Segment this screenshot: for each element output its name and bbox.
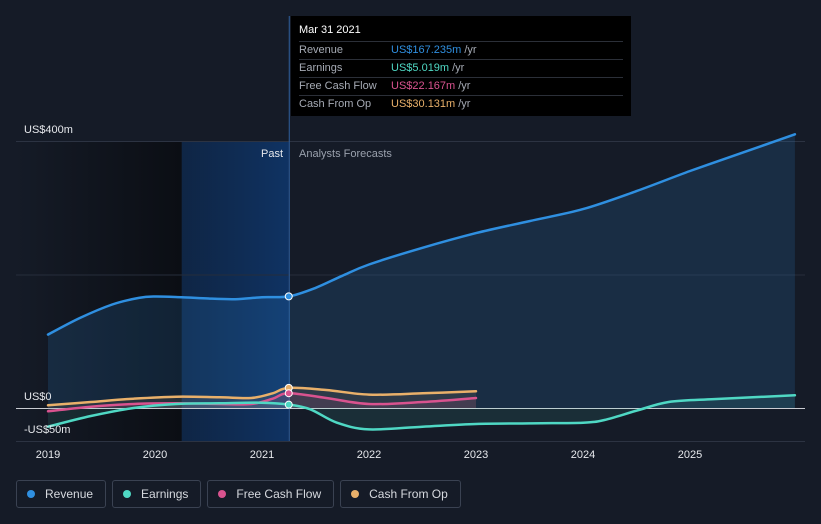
legend-label: Free Cash Flow [236, 487, 322, 501]
legend-label: Cash From Op [369, 487, 448, 501]
legend-dot-icon [218, 490, 227, 498]
legend-dot-icon [123, 490, 132, 498]
tooltip-value: US$22.167m [391, 80, 456, 92]
legend: Revenue Earnings Free Cash Flow Cash From O… [16, 480, 461, 508]
legend-item-revenue[interactable]: Revenue [16, 480, 107, 508]
legend-item-free-cash-flow[interactable]: Free Cash Flow [207, 480, 335, 508]
tooltip-unit: /yr [452, 62, 465, 74]
y-label-zero: US$0 [24, 391, 52, 403]
tooltip-date: Mar 31 2021 [299, 24, 361, 36]
chart-area: US$400m US$0 -US$50m Past Analysts Forec… [16, 16, 805, 461]
x-tick-2022: 2022 [357, 449, 381, 461]
earnings-line [46, 394, 797, 431]
tooltip-value: US$167.235m [391, 44, 462, 56]
free-cash-flow-marker [284, 389, 293, 398]
legend-dot-icon [351, 490, 360, 498]
revenue-area [48, 134, 795, 409]
y-label-top: US$400m [24, 124, 73, 136]
forecast-label: Analysts Forecasts [299, 148, 392, 160]
past-label: Past [261, 148, 283, 160]
tooltip-unit: /yr [458, 98, 471, 110]
legend-label: Earnings [141, 487, 189, 501]
tooltip-label: Cash From Op [299, 98, 372, 110]
legend-label: Revenue [45, 487, 94, 501]
cash-from-op-line [46, 386, 478, 407]
tooltip-label: Earnings [299, 62, 343, 74]
tooltip-row-cash-from-op: Cash From Op US$30.131m/yr [299, 95, 623, 113]
tooltip: Mar 31 2021 Revenue US$167.235m/yr Earning… [291, 16, 631, 116]
tooltip-label: Revenue [299, 44, 344, 56]
earnings-marker [284, 400, 293, 409]
past-region [16, 141, 182, 441]
tooltip-row-revenue: Revenue US$167.235m/yr [299, 41, 623, 59]
legend-item-cash-from-op[interactable]: Cash From Op [340, 480, 461, 508]
x-tick-2021: 2021 [250, 449, 274, 461]
x-tick-2019: 2019 [36, 449, 60, 461]
x-tick-2023: 2023 [464, 449, 488, 461]
tooltip-unit: /yr [458, 80, 471, 92]
revenue-line [46, 133, 797, 336]
x-tick-2025: 2025 [678, 449, 702, 461]
tooltip-value: US$5.019m [391, 62, 450, 74]
tooltip-value: US$30.131m [391, 98, 456, 110]
tooltip-unit: /yr [464, 44, 477, 56]
x-tick-2020: 2020 [143, 449, 167, 461]
y-label-bottom: -US$50m [24, 424, 70, 436]
tooltip-row-earnings: Earnings US$5.019m/yr [299, 59, 623, 77]
legend-item-earnings[interactable]: Earnings [112, 480, 202, 508]
legend-dot-icon [27, 490, 35, 498]
tooltip-row-free-cash-flow: Free Cash Flow US$22.167m/yr [299, 77, 623, 95]
revenue-marker [284, 292, 293, 301]
highlight-region [181, 141, 289, 441]
x-tick-2024: 2024 [571, 449, 595, 461]
tooltip-label: Free Cash Flow [299, 80, 377, 92]
